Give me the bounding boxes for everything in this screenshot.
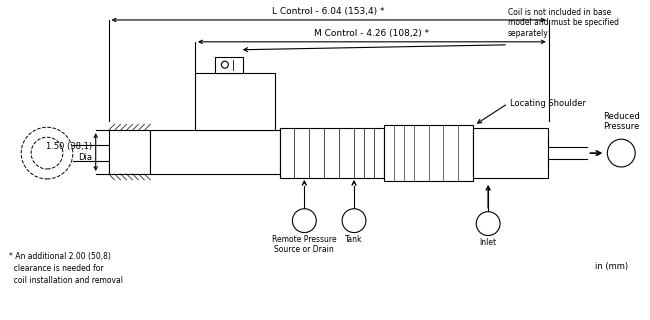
Circle shape bbox=[21, 127, 73, 179]
Bar bbox=[150, 130, 280, 174]
Text: 1: 1 bbox=[618, 148, 625, 158]
Bar bbox=[384, 125, 473, 181]
Text: 2: 2 bbox=[485, 219, 491, 228]
Text: Tank: Tank bbox=[345, 235, 363, 244]
Circle shape bbox=[476, 212, 500, 236]
Text: 1.50 (38,1)
Dia: 1.50 (38,1) Dia bbox=[46, 142, 92, 162]
Text: Locating Shoulder: Locating Shoulder bbox=[510, 99, 586, 108]
Bar bbox=[195, 73, 274, 130]
Circle shape bbox=[31, 137, 63, 169]
Circle shape bbox=[607, 139, 635, 167]
Text: Coil is not included in base
model and must be specified
separately: Coil is not included in base model and m… bbox=[508, 8, 619, 38]
Text: 4: 4 bbox=[301, 216, 308, 226]
Bar bbox=[280, 128, 384, 178]
Bar bbox=[109, 130, 150, 174]
Circle shape bbox=[292, 209, 317, 233]
Text: L Control - 6.04 (153,4) *: L Control - 6.04 (153,4) * bbox=[272, 7, 385, 16]
Circle shape bbox=[222, 61, 228, 68]
Bar bbox=[215, 57, 242, 73]
Text: in (mm): in (mm) bbox=[595, 262, 629, 271]
Text: Reduced
Pressure: Reduced Pressure bbox=[603, 112, 640, 131]
Text: 3: 3 bbox=[350, 216, 358, 226]
Text: Inlet: Inlet bbox=[480, 237, 497, 246]
Circle shape bbox=[342, 209, 366, 233]
Text: * An additional 2.00 (50,8)
  clearance is needed for
  coil installation and re: * An additional 2.00 (50,8) clearance is… bbox=[9, 252, 123, 285]
Bar bbox=[473, 128, 548, 178]
Text: M Control - 4.26 (108,2) *: M Control - 4.26 (108,2) * bbox=[315, 29, 430, 38]
Text: Remote Pressure
Source or Drain: Remote Pressure Source or Drain bbox=[272, 235, 337, 254]
